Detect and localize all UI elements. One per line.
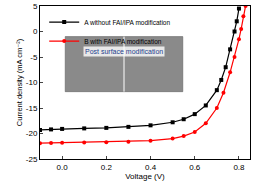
- svg-text:0.0: 0.0: [57, 163, 69, 172]
- svg-text:0.8: 0.8: [233, 163, 245, 172]
- svg-text:B with FAI/IPA modification: B with FAI/IPA modification: [84, 38, 162, 45]
- svg-text:0.6: 0.6: [189, 163, 201, 172]
- svg-text:-15: -15: [26, 104, 38, 113]
- svg-text:-10: -10: [26, 78, 38, 87]
- svg-text:-25: -25: [26, 155, 38, 164]
- svg-text:A without FAI/IPA modification: A without FAI/IPA modification: [84, 19, 170, 26]
- svg-text:0.4: 0.4: [145, 163, 157, 172]
- svg-text:Current density (mA cm⁻²): Current density (mA cm⁻²): [15, 38, 24, 126]
- svg-text:0: 0: [33, 27, 38, 36]
- svg-text:-5: -5: [30, 53, 38, 62]
- svg-text:0.2: 0.2: [101, 163, 113, 172]
- svg-text:Post surface modification: Post surface modification: [85, 48, 163, 55]
- svg-text:5: 5: [33, 2, 38, 11]
- svg-text:-20: -20: [26, 129, 38, 138]
- svg-text:Voltage (V): Voltage (V): [125, 172, 165, 181]
